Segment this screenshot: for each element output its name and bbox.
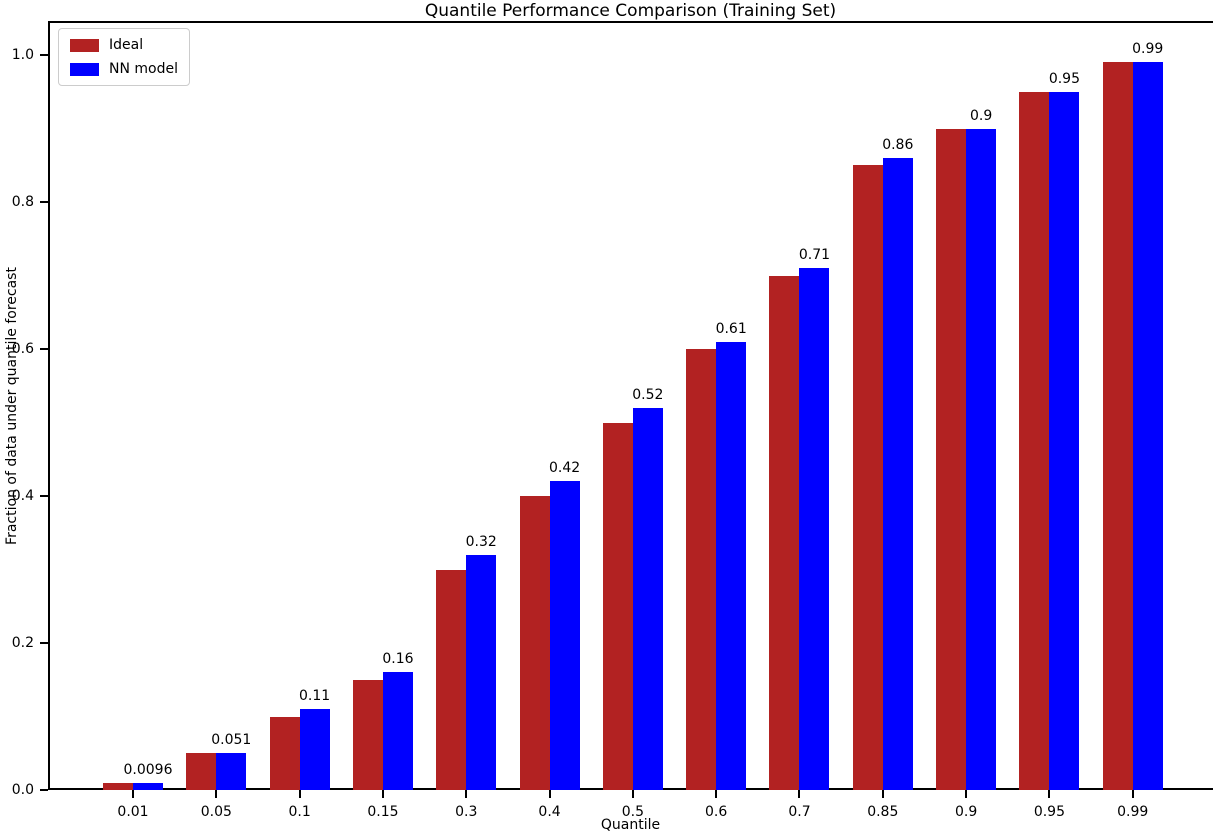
bar-value-label: 0.42: [548, 460, 581, 477]
x-tick: [132, 790, 134, 798]
y-tick: [40, 642, 48, 644]
bar-ideal-0.99: [1102, 62, 1133, 790]
bar-nn-model-0.6: [716, 341, 747, 790]
bar-ideal-0.01: [103, 782, 133, 790]
bar-ideal-0.4: [519, 496, 550, 790]
y-tick: [40, 54, 48, 56]
x-tick-label: 0.95: [1033, 804, 1065, 820]
y-tick: [40, 348, 48, 350]
legend-entry-ideal: Ideal: [70, 37, 178, 53]
bar-value-label: 0.86: [882, 136, 914, 153]
x-tick-label: 0.6: [705, 804, 728, 820]
bar-nn-model-0.9: [966, 128, 997, 790]
y-tick: [40, 495, 48, 497]
bar-value-label: 0.16: [382, 651, 414, 668]
x-tick-label: 0.4: [538, 804, 561, 820]
top-spine: [48, 21, 1213, 23]
x-tick-label: 0.01: [117, 804, 149, 820]
bar-ideal-0.15: [352, 679, 383, 790]
y-tick-label: 0.4: [11, 488, 34, 504]
bar-nn-model-0.4: [549, 481, 580, 790]
bar-ideal-0.9: [936, 128, 967, 790]
y-tick: [40, 201, 48, 203]
x-tick: [798, 790, 801, 798]
bar-ideal-0.6: [686, 349, 717, 790]
x-axis-label: Quantile: [600, 817, 661, 833]
x-tick: [715, 790, 718, 798]
x-tick-label: 0.5: [621, 804, 644, 820]
x-tick-label: 0.85: [867, 804, 899, 820]
y-tick-label: 0.8: [11, 194, 34, 210]
x-tick-label: 0.15: [367, 804, 399, 820]
bar-nn-model-0.99: [1132, 62, 1163, 790]
bar-ideal-0.95: [1019, 91, 1050, 790]
legend: Ideal NN model: [58, 28, 190, 86]
y-tick-label: 0.0: [11, 782, 34, 798]
y-tick-label: 0.2: [11, 635, 34, 651]
bar-value-label: 0.95: [1048, 70, 1080, 87]
bar-value-label: 0.32: [465, 533, 497, 550]
bar-nn-model-0.01: [133, 782, 163, 790]
bar-nn-model-0.15: [382, 672, 413, 790]
bar-ideal-0.85: [852, 165, 883, 790]
bar-value-label: 0.051: [211, 731, 252, 748]
bar-ideal-0.3: [436, 569, 467, 790]
legend-color-patch: [70, 38, 99, 52]
x-tick: [298, 790, 301, 798]
x-tick-label: 0.99: [1117, 804, 1149, 820]
legend-label: NN model: [109, 61, 178, 77]
bar-ideal-0.1: [269, 716, 300, 790]
bar-nn-model-0.95: [1049, 91, 1080, 790]
chart-title: Quantile Performance Comparison (Trainin…: [424, 1, 837, 21]
y-tick-label: 0.6: [11, 341, 34, 357]
legend-label: Ideal: [109, 37, 144, 53]
bar-value-label: 0.0096: [123, 761, 173, 778]
y-tick: [40, 789, 48, 791]
bar-value-label: 0.52: [632, 386, 664, 403]
bar-value-label: 0.61: [715, 320, 747, 337]
x-tick: [1048, 790, 1051, 798]
x-tick-label: 0.9: [954, 804, 978, 820]
x-tick: [965, 790, 968, 798]
x-tick: [548, 790, 551, 798]
x-tick-label: 0.05: [200, 804, 232, 820]
bar-ideal-0.5: [602, 422, 633, 790]
bar-ideal-0.05: [186, 753, 217, 790]
bar-ideal-0.7: [769, 275, 800, 790]
bar-value-label: 0.11: [299, 688, 331, 705]
y-tick-label: 1.0: [11, 47, 34, 63]
bar-nn-model-0.5: [632, 407, 663, 790]
x-tick-label: 0.7: [788, 804, 811, 820]
plot-area: Ideal NN model 0.0 0.2 0.4 0.6 0.8 1.0 0.0096 0.…: [12, 21, 1213, 820]
x-tick: [465, 790, 468, 798]
bar-nn-model-0.05: [216, 752, 247, 790]
x-tick: [381, 790, 384, 798]
legend-entry-nn-model: NN model: [70, 61, 178, 77]
x-tick-label: 0.1: [288, 804, 311, 820]
bar-nn-model-0.85: [882, 157, 913, 790]
bar-value-label: 0.9: [969, 107, 993, 124]
x-tick: [881, 790, 884, 798]
x-tick-label: 0.3: [455, 804, 478, 820]
bar-nn-model-0.7: [799, 268, 830, 790]
bar-value-label: 0.71: [798, 247, 831, 264]
x-tick: [215, 790, 218, 798]
bar-nn-model-0.1: [299, 709, 330, 790]
x-tick: [631, 790, 634, 798]
bar-nn-model-0.3: [466, 554, 497, 790]
left-spine: [48, 21, 50, 790]
x-tick: [1131, 790, 1134, 798]
legend-color-patch: [70, 62, 99, 76]
bar-value-label: 0.99: [1132, 41, 1164, 58]
